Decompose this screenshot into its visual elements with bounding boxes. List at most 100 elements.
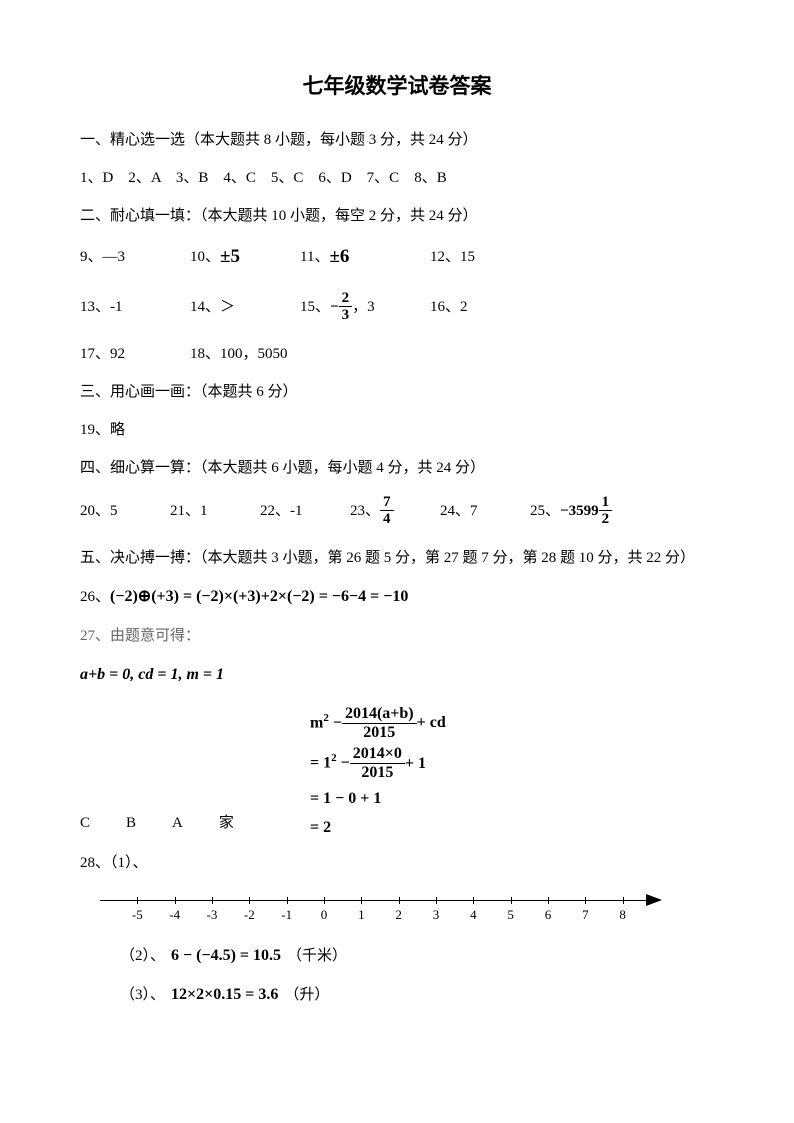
- q28-2-label: （2）、: [120, 944, 165, 968]
- q25-label: 25、: [530, 499, 560, 523]
- q17-label: 17、: [80, 342, 110, 366]
- q20-value: 5: [110, 499, 118, 523]
- q10-label: 10、: [190, 245, 220, 269]
- q28-1: 28、（1）、 -5-4-3-2-1012345678: [80, 851, 714, 925]
- sec3-header: 三、用心画一画：（本题共 6 分）: [80, 380, 714, 404]
- q13-value: -1: [110, 295, 123, 319]
- q16-value: 2: [460, 295, 468, 319]
- q25-int: −3599: [560, 499, 599, 523]
- q16-label: 16、: [430, 295, 460, 319]
- tick: [473, 897, 474, 904]
- tick-label: -5: [132, 905, 143, 926]
- q11-value: ±6: [329, 242, 349, 272]
- label-c: C: [80, 811, 90, 835]
- sec2-row3: 17、92 18、100，5050: [80, 342, 714, 366]
- q15-tail: ，3: [352, 295, 375, 319]
- q14-label: 14、: [190, 295, 220, 319]
- tick: [361, 897, 362, 904]
- q23-den: 4: [380, 511, 394, 528]
- q18-value: 100，5050: [220, 342, 288, 366]
- q12-value: 15: [460, 245, 475, 269]
- arrow-icon: [646, 894, 662, 906]
- page-title: 七年级数学试卷答案: [80, 70, 714, 104]
- q11-label: 11、: [300, 245, 329, 269]
- tick: [137, 897, 138, 904]
- q21-label: 21、: [170, 499, 200, 523]
- tick-label: 8: [619, 905, 626, 926]
- label-a: A: [172, 811, 183, 835]
- q26-label: 26、: [80, 585, 110, 609]
- q23-num: 7: [380, 494, 394, 512]
- q26-eq: (−2)⊕(+3) = (−2)×(+3)+2×(−2) = −6−4 = −1…: [110, 584, 408, 610]
- q15-den: 3: [339, 307, 353, 324]
- q25-value: −3599 12: [560, 494, 612, 528]
- axis-line: [100, 900, 660, 902]
- q26: 26、 (−2)⊕(+3) = (−2)×(+3)+2×(−2) = −6−4 …: [80, 584, 714, 610]
- q23-label: 23、: [350, 499, 380, 523]
- tick-label: 5: [507, 905, 514, 926]
- tick: [548, 897, 549, 904]
- q28-3-unit: （升）: [284, 983, 329, 1007]
- q20-label: 20、: [80, 499, 110, 523]
- sec2-row1: 9、—3 10、±5 11、±6 12、15: [80, 242, 714, 272]
- tick-label: 0: [321, 905, 328, 926]
- q9-label: 9、: [80, 245, 103, 269]
- q27: 27、 由题意可得：: [80, 624, 714, 648]
- sec5-header: 五、决心搏一搏：（本大题共 3 小题，第 26 题 5 分，第 27 题 7 分…: [80, 546, 714, 570]
- q15-value: − 23: [330, 290, 352, 324]
- tick: [511, 897, 512, 904]
- q17-value: 92: [110, 342, 125, 366]
- q28-3-eq: 12×2×0.15 = 3.6: [171, 982, 278, 1008]
- tick-label: 4: [470, 905, 477, 926]
- sec2-row2: 13、-1 14、＞ 15、 − 23 ，3 16、2: [80, 290, 714, 324]
- tick: [175, 897, 176, 904]
- label-home: 家: [219, 811, 234, 835]
- q28-top-labels: C B A 家: [80, 811, 310, 845]
- q14-value: ＞: [220, 295, 235, 319]
- tick: [287, 897, 288, 904]
- tick-label: -3: [207, 905, 218, 926]
- tick-label: -1: [281, 905, 292, 926]
- q27-text: 由题意可得：: [110, 624, 200, 648]
- q25-den: 2: [599, 511, 613, 528]
- tick: [324, 897, 325, 904]
- q12-label: 12、: [430, 245, 460, 269]
- sec2-header: 二、耐心填一填：（本大题共 10 小题，每空 2 分，共 24 分）: [80, 204, 714, 228]
- q27-given-eq: a+b = 0, cd = 1, m = 1: [80, 662, 224, 688]
- q27-label: 27、: [80, 624, 110, 648]
- tick: [212, 897, 213, 904]
- tick-label: 1: [358, 905, 365, 926]
- tick-label: -4: [169, 905, 180, 926]
- q21-value: 1: [200, 499, 208, 523]
- tick: [249, 897, 250, 904]
- sec4-header: 四、细心算一算：（本大题共 6 小题，每小题 4 分，共 24 分）: [80, 456, 714, 480]
- q28-2-eq: 6 − (−4.5) = 10.5: [171, 943, 281, 969]
- label-b: B: [126, 811, 136, 835]
- tick: [399, 897, 400, 904]
- tick-label: 2: [395, 905, 402, 926]
- q28-2-unit: （千米）: [287, 944, 347, 968]
- tick-label: 6: [545, 905, 552, 926]
- q10-value: ±5: [220, 242, 240, 272]
- q27-given: a+b = 0, cd = 1, m = 1: [80, 662, 714, 688]
- sec1-header: 一、精心选一选（本大题共 8 小题，每小题 3 分，共 24 分）: [80, 128, 714, 152]
- q28-3-label: （3）、: [120, 983, 165, 1007]
- q15-num: 2: [339, 290, 353, 308]
- q9-value: —3: [103, 245, 126, 269]
- q18-label: 18、: [190, 342, 220, 366]
- q28-1-label: 28、（1）、: [80, 851, 148, 875]
- q23-value: 74: [380, 494, 394, 528]
- tick: [585, 897, 586, 904]
- q28-2: （2）、 6 − (−4.5) = 10.5 （千米）: [120, 943, 714, 969]
- q13-label: 13、: [80, 295, 110, 319]
- tick-label: 3: [433, 905, 440, 926]
- tick-label: -2: [244, 905, 255, 926]
- q24-label: 24、: [440, 499, 470, 523]
- q27-derivation: m2 − 2014(a+b)2015 + cd = 12 − 2014×0201…: [310, 701, 446, 845]
- q28-3: （3）、 12×2×0.15 = 3.6 （升）: [120, 982, 714, 1008]
- q15-neg: −: [330, 295, 339, 319]
- q24-value: 7: [470, 499, 478, 523]
- q15-label: 15、: [300, 295, 330, 319]
- q25-num: 1: [599, 494, 613, 512]
- tick: [436, 897, 437, 904]
